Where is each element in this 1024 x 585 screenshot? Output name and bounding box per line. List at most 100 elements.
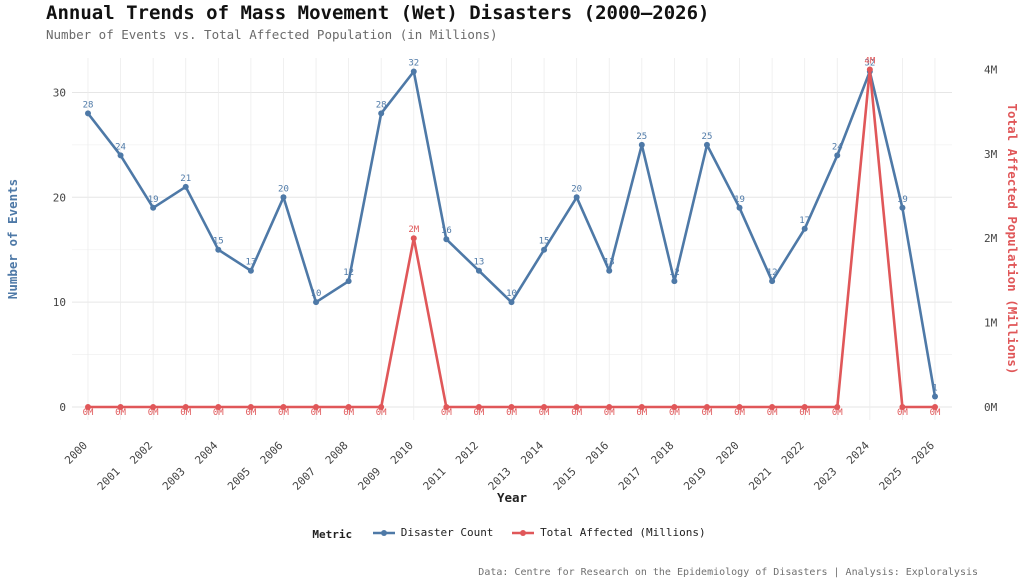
data-label-disaster-count-2024: 32 xyxy=(864,58,875,68)
point-disaster-count-2002 xyxy=(150,204,157,211)
data-label-disaster-count-2007: 10 xyxy=(311,289,322,299)
data-label-total-affected-millions-2012: 0M xyxy=(474,408,485,418)
point-disaster-count-2008 xyxy=(345,278,352,285)
legend-swatch-disaster-count xyxy=(372,529,395,536)
data-label-disaster-count-2025: 19 xyxy=(897,195,908,205)
data-label-total-affected-millions-2006: 0M xyxy=(278,408,289,418)
point-disaster-count-2013 xyxy=(508,299,515,306)
data-label-disaster-count-2015: 20 xyxy=(571,184,582,194)
point-total-affected-millions-2009 xyxy=(378,404,385,410)
point-total-affected-millions-2001 xyxy=(117,404,124,410)
y-left-tick-label: 10 xyxy=(53,296,66,309)
data-label-disaster-count-2010: 32 xyxy=(408,58,419,68)
legend-title: Metric xyxy=(312,527,353,541)
point-disaster-count-2010 xyxy=(410,68,417,75)
data-label-total-affected-millions-2011: 0M xyxy=(441,408,452,418)
point-total-affected-millions-2017 xyxy=(638,404,645,410)
point-total-affected-millions-2004 xyxy=(215,404,222,410)
legend-entry-total-affected: Total Affected (Millions) xyxy=(512,526,706,539)
data-label-disaster-count-2020: 19 xyxy=(734,195,745,205)
data-label-disaster-count-2021: 12 xyxy=(767,268,778,278)
point-disaster-count-2015 xyxy=(573,194,580,201)
x-tick-label-2004: 2004 xyxy=(192,439,220,467)
data-label-total-affected-millions-2003: 0M xyxy=(180,408,191,418)
point-total-affected-millions-2000 xyxy=(85,404,91,410)
data-label-total-affected-millions-2009: 0M xyxy=(376,408,387,418)
point-disaster-count-2022 xyxy=(801,225,808,232)
point-total-affected-millions-2018 xyxy=(671,404,678,410)
data-label-total-affected-millions-2022: 0M xyxy=(799,408,810,418)
point-total-affected-millions-2008 xyxy=(345,404,352,410)
legend-label-disaster-count: Disaster Count xyxy=(400,526,494,539)
y-right-tick-label: 3M xyxy=(984,148,998,161)
point-total-affected-millions-2019 xyxy=(703,404,710,410)
x-tick-label-2001: 2001 xyxy=(95,465,123,493)
x-tick-label-2012: 2012 xyxy=(453,439,481,467)
point-disaster-count-2016 xyxy=(606,267,613,274)
legend: Metric Disaster Count Total Affected (Mi… xyxy=(0,526,1024,541)
data-label-total-affected-millions-2023: 0M xyxy=(832,408,843,418)
data-label-total-affected-millions-2016: 0M xyxy=(604,408,615,418)
y-right-tick-label: 0M xyxy=(984,401,998,414)
data-label-disaster-count-2019: 25 xyxy=(702,132,713,142)
x-tick-label-2024: 2024 xyxy=(844,439,872,467)
point-disaster-count-2026 xyxy=(932,393,938,400)
y-right-tick-label: 2M xyxy=(984,232,998,245)
data-label-disaster-count-2000: 28 xyxy=(83,100,94,110)
data-label-total-affected-millions-2014: 0M xyxy=(539,408,550,418)
point-disaster-count-2014 xyxy=(541,246,548,253)
point-total-affected-millions-2007 xyxy=(313,404,320,410)
data-label-total-affected-millions-2026: 0M xyxy=(930,408,941,418)
data-label-disaster-count-2003: 21 xyxy=(180,174,191,184)
x-tick-label-2020: 2020 xyxy=(714,439,742,467)
point-total-affected-millions-2006 xyxy=(280,404,287,410)
point-total-affected-millions-2026 xyxy=(932,404,938,410)
point-disaster-count-2004 xyxy=(215,246,222,253)
y-right-axis-title: Total Affected Population (Millions) xyxy=(1005,104,1020,375)
x-tick-label-2025: 2025 xyxy=(877,465,905,493)
point-total-affected-millions-2005 xyxy=(247,404,254,410)
data-label-total-affected-millions-2025: 0M xyxy=(897,408,908,418)
y-left-tick-label: 0 xyxy=(59,401,66,414)
x-tick-label-2010: 2010 xyxy=(388,439,416,467)
x-tick-label-2017: 2017 xyxy=(616,465,644,493)
data-label-total-affected-millions-2004: 0M xyxy=(213,408,224,418)
chart-caption: Data: Centre for Research on the Epidemi… xyxy=(478,567,978,578)
x-tick-label-2023: 2023 xyxy=(811,465,839,493)
point-total-affected-millions-2016 xyxy=(606,404,613,410)
point-total-affected-millions-2025 xyxy=(899,404,906,410)
point-total-affected-millions-2024 xyxy=(866,66,873,73)
point-total-affected-millions-2010 xyxy=(410,235,417,242)
point-total-affected-millions-2002 xyxy=(150,404,157,410)
point-total-affected-millions-2013 xyxy=(508,404,515,410)
data-label-disaster-count-2005: 13 xyxy=(245,258,256,268)
x-tick-label-2018: 2018 xyxy=(649,439,677,467)
legend-entry-disaster-count: Disaster Count xyxy=(372,526,494,539)
y-right-tick-label: 4M xyxy=(984,63,998,76)
data-label-disaster-count-2023: 24 xyxy=(832,142,843,152)
data-label-disaster-count-2018: 12 xyxy=(669,268,680,278)
data-label-disaster-count-2002: 19 xyxy=(148,195,159,205)
point-disaster-count-2019 xyxy=(703,141,710,148)
data-label-total-affected-millions-2008: 0M xyxy=(343,408,354,418)
data-label-total-affected-millions-2007: 0M xyxy=(311,408,322,418)
data-label-disaster-count-2004: 15 xyxy=(213,237,224,247)
y-left-axis-title: Number of Events xyxy=(5,179,20,299)
data-label-total-affected-millions-2018: 0M xyxy=(669,408,680,418)
point-total-affected-millions-2015 xyxy=(573,404,580,410)
point-disaster-count-2009 xyxy=(378,110,385,117)
x-tick-label-2006: 2006 xyxy=(258,439,286,467)
data-label-total-affected-millions-2013: 0M xyxy=(506,408,517,418)
point-total-affected-millions-2012 xyxy=(475,404,482,410)
point-disaster-count-2017 xyxy=(638,141,645,148)
data-label-total-affected-millions-2024: 4M xyxy=(864,56,875,66)
x-tick-label-2000: 2000 xyxy=(62,439,90,467)
y-left-tick-label: 20 xyxy=(53,191,66,204)
point-disaster-count-2006 xyxy=(280,194,287,201)
data-label-disaster-count-2022: 17 xyxy=(799,216,810,226)
x-tick-label-2014: 2014 xyxy=(518,439,546,467)
legend-swatch-total-affected xyxy=(512,529,535,536)
x-tick-label-2015: 2015 xyxy=(551,465,579,493)
data-label-disaster-count-2008: 12 xyxy=(343,268,354,278)
x-tick-label-2021: 2021 xyxy=(746,465,774,493)
